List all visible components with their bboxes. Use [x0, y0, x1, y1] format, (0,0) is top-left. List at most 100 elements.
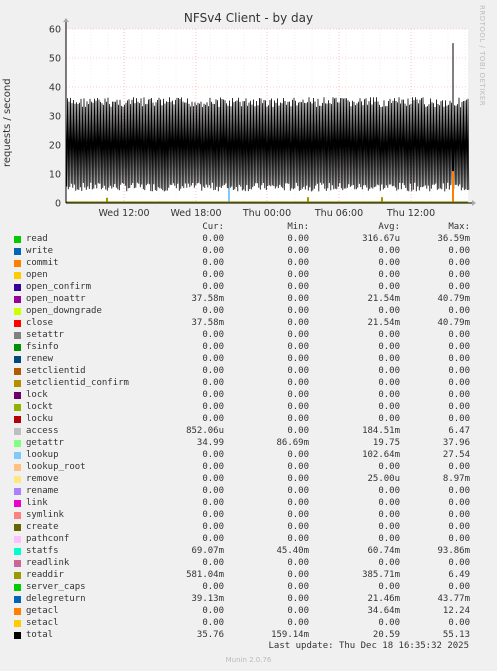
legend-value-min: 0.00: [287, 234, 309, 244]
legend-value-cur: 37.58m: [191, 294, 224, 304]
legend-row-delegreturn: delegreturn 39.13m 0.00 21.46m 43.77m: [0, 594, 497, 606]
legend-swatch: [14, 320, 21, 327]
legend-swatch: [14, 500, 21, 507]
legend-value-cur: 0.00: [202, 282, 224, 292]
legend-value-cur: 581.04m: [186, 570, 224, 580]
legend-label: getacl: [26, 606, 59, 616]
legend-value-max: 0.00: [448, 486, 470, 496]
legend-label: setacl: [26, 618, 59, 628]
legend-label: renew: [26, 354, 54, 364]
legend-value-cur: 0.00: [202, 414, 224, 424]
legend-label: total: [26, 630, 54, 640]
legend-value-min: 0.00: [287, 582, 309, 592]
legend-row-lock: lock 0.00 0.00 0.00 0.00: [0, 390, 497, 402]
legend-value-min: 0.00: [287, 402, 309, 412]
legend-value-cur: 0.00: [202, 366, 224, 376]
legend-row-open_confirm: open_confirm 0.00 0.00 0.00 0.00: [0, 282, 497, 294]
x-axis-arrow: [472, 200, 476, 206]
legend-row-open_downgrade: open_downgrade 0.00 0.00 0.00 0.00: [0, 306, 497, 318]
legend-value-cur: 0.00: [202, 390, 224, 400]
legend-value-avg: 60.74m: [367, 546, 400, 556]
legend-row-read: read 0.00 0.00 316.67u 36.59m: [0, 234, 497, 246]
legend-row-lockt: lockt 0.00 0.00 0.00 0.00: [0, 402, 497, 414]
x-tick-label: Thu 00:00: [242, 208, 291, 219]
legend-swatch: [14, 512, 21, 519]
legend-swatch: [14, 416, 21, 423]
y-tick-label: 40: [49, 83, 61, 94]
legend-value-avg: 20.59: [372, 630, 400, 640]
legend-label: commit: [26, 258, 59, 268]
legend-value-max: 0.00: [448, 366, 470, 376]
legend-value-max: 0.00: [448, 258, 470, 268]
legend-swatch: [14, 284, 21, 291]
legend-value-cur: 0.00: [202, 618, 224, 628]
legend-header: Cur: Min: Avg: Max:: [0, 222, 497, 234]
legend-row-write: write 0.00 0.00 0.00 0.00: [0, 246, 497, 258]
legend-value-cur: 0.00: [202, 402, 224, 412]
y-tick-label: 30: [49, 112, 61, 123]
legend-value-max: 0.00: [448, 582, 470, 592]
legend-label: open_confirm: [26, 282, 92, 292]
legend-row-fsinfo: fsinfo 0.00 0.00 0.00 0.00: [0, 342, 497, 354]
legend-value-avg: 0.00: [378, 402, 400, 412]
legend-row-rename: rename 0.00 0.00 0.00 0.00: [0, 486, 497, 498]
legend-row-access: access 852.06u 0.00 184.51m 6.47: [0, 426, 497, 438]
legend-swatch: [14, 584, 21, 591]
legend-label: setclientid_confirm: [26, 378, 129, 388]
legend-label: remove: [26, 474, 59, 484]
legend-value-avg: 25.00u: [367, 474, 400, 484]
legend-value-avg: 0.00: [378, 270, 400, 280]
legend-value-min: 159.14m: [271, 630, 309, 640]
legend-value-avg: 0.00: [378, 522, 400, 532]
legend-row-create: create 0.00 0.00 0.00 0.00: [0, 522, 497, 534]
legend-value-max: 0.00: [448, 402, 470, 412]
legend-row-lookup_root: lookup_root 0.00 0.00 0.00 0.00: [0, 462, 497, 474]
legend-value-max: 0.00: [448, 558, 470, 568]
legend-value-avg: 0.00: [378, 258, 400, 268]
legend-value-min: 0.00: [287, 534, 309, 544]
legend-value-min: 0.00: [287, 258, 309, 268]
legend-swatch: [14, 596, 21, 603]
legend-value-max: 6.49: [448, 570, 470, 580]
legend-value-avg: 0.00: [378, 366, 400, 376]
legend-value-cur: 852.06u: [186, 426, 224, 436]
legend-value-max: 0.00: [448, 510, 470, 520]
legend-value-min: 0.00: [287, 510, 309, 520]
legend-swatch: [14, 488, 21, 495]
legend-value-min: 0.00: [287, 474, 309, 484]
legend-value-max: 93.86m: [437, 546, 470, 556]
legend-swatch: [14, 236, 21, 243]
legend-swatch: [14, 536, 21, 543]
legend-value-min: 0.00: [287, 294, 309, 304]
legend-value-min: 86.69m: [276, 438, 309, 448]
legend-row-pathconf: pathconf 0.00 0.00 0.00 0.00: [0, 534, 497, 546]
legend-value-cur: 0.00: [202, 258, 224, 268]
legend-value-max: 37.96: [442, 438, 470, 448]
series-total-line: [65, 97, 470, 192]
legend-row-remove: remove 0.00 0.00 25.00u 8.97m: [0, 474, 497, 486]
legend-value-cur: 0.00: [202, 474, 224, 484]
legend-value-cur: 0.00: [202, 606, 224, 616]
legend-value-cur: 34.99: [196, 438, 224, 448]
legend-value-min: 0.00: [287, 342, 309, 352]
legend-label: close: [26, 318, 54, 328]
legend-value-max: 43.77m: [437, 594, 470, 604]
legend-value-cur: 0.00: [202, 270, 224, 280]
legend-value-min: 0.00: [287, 618, 309, 628]
legend-label: readlink: [26, 558, 70, 568]
legend-label: lock: [26, 390, 48, 400]
legend-row-open_noattr: open_noattr 37.58m 0.00 21.54m 40.79m: [0, 294, 497, 306]
legend-value-avg: 316.67u: [362, 234, 400, 244]
legend-value-cur: 0.00: [202, 342, 224, 352]
legend-value-min: 0.00: [287, 522, 309, 532]
legend-value-cur: 0.00: [202, 534, 224, 544]
legend-row-renew: renew 0.00 0.00 0.00 0.00: [0, 354, 497, 366]
legend-label: setclientid: [26, 366, 86, 376]
legend-value-avg: 0.00: [378, 390, 400, 400]
legend-label: lockt: [26, 402, 54, 412]
legend-value-cur: 0.00: [202, 378, 224, 388]
legend-label: symlink: [26, 510, 64, 520]
legend-value-max: 0.00: [448, 270, 470, 280]
legend-label: open_downgrade: [26, 306, 102, 316]
legend-label: getattr: [26, 438, 64, 448]
